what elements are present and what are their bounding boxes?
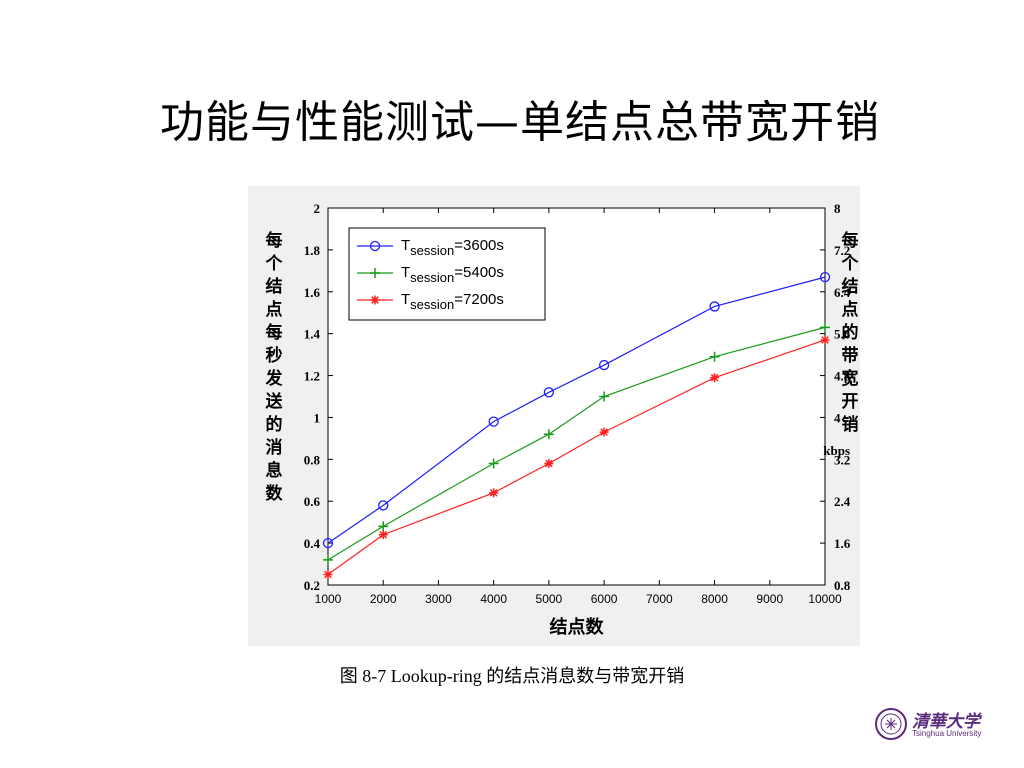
legend-label-main: T [401,237,410,254]
x-axis-label: 结点数 [550,616,605,638]
legend-label-main: T [401,264,410,281]
y2-axis-label-char: 个 [841,253,860,274]
y2-tick-label: 4 [834,410,841,425]
data-point-plus [820,322,830,333]
y-axis-label-char: 息 [266,460,283,481]
y-axis-label-char: 送 [266,391,284,412]
y2-tick-label: 8 [834,201,841,216]
y2-tick-label: 7.2 [834,243,850,258]
y-tick-label: 1.6 [304,285,321,300]
legend-label-sub: session [410,270,454,285]
data-point-star [323,570,333,580]
legend-label-sub: session [410,243,454,258]
x-tick-label: 10000 [808,592,842,606]
seal-icon [875,708,907,740]
slide-title: 功能与性能测试—单结点总带宽开销 [160,97,880,148]
data-point-circle [322,537,334,549]
y2-axis-label-char: 宽 [842,368,859,389]
x-tick-label: 4000 [480,592,507,606]
logo-subtext: Tsinghua University [912,729,982,738]
y2-tick-label: 5.6 [834,327,851,342]
data-point-star [820,335,830,345]
figure-caption: 图 8-7 Lookup-ring 的结点消息数与带宽开销 [339,666,685,686]
y2-axis-label-char: 的 [842,322,859,343]
data-point-plus [709,351,720,362]
data-point-circle [598,359,610,371]
y2-axis-label-char: 每 [842,230,859,251]
legend-box [348,227,546,321]
y-tick-label: 0.6 [304,494,321,509]
y-tick-label: 0.2 [304,578,320,593]
series-line-1 [327,276,826,544]
data-point-plus [599,391,610,402]
line-chart: 1000 2000 3000 4000 5000 6000 7000 8000 9000 1000… [265,201,860,638]
x-tick-label: 1000 [315,592,342,606]
data-point-circle [819,271,831,283]
data-point-circle [709,301,720,312]
y-tick-label: 2 [314,201,321,216]
data-point-plus [323,554,333,565]
data-point-star [599,427,609,437]
y-axis-label-char: 每 [266,322,283,343]
x-tick-label: 8000 [701,592,728,606]
x-tick-label: 9000 [756,592,783,606]
legend-label-value: =3600s [454,237,504,254]
y-axis-label-char: 的 [266,414,283,435]
data-point-plus [543,429,554,440]
x-tick-label: 2000 [370,592,397,606]
data-point-star [489,488,499,498]
y2-tick-label: 2.4 [834,494,851,509]
y-tick-label: 1.8 [304,243,321,258]
data-point-circle [369,240,381,252]
data-point-plus [378,521,389,532]
y-tick-label: 0.4 [304,536,321,551]
x-tick-label: 6000 [591,592,618,606]
y-axis-label-char: 每 [266,230,283,251]
y-axis-label-char: 点 [266,299,283,320]
x-tick-label: 3000 [425,592,452,606]
data-point-star [710,373,720,383]
university-logo: 清華大学 Tsinghua University [872,703,992,747]
y-tick-label: 1 [314,410,321,425]
legend-label: Tsession=5400s [401,264,504,285]
data-point-circle [378,500,389,511]
legend-label: Tsession=3600s [401,237,504,258]
y2-axis-label-char: 带 [842,345,859,366]
y-axis-label-char: 个 [265,253,284,274]
y-axis-label-char: 发 [265,368,284,389]
data-point-plus [488,458,499,469]
y2-axis-label-char: 结 [842,276,859,297]
figure-panel: 1000 2000 3000 4000 5000 6000 7000 8000 9000 1000… [248,186,860,646]
y2-tick-label: 4.8 [834,369,851,384]
y2-tick-label: 6.4 [834,285,851,300]
data-point-star [370,295,380,305]
data-point-circle [543,387,555,398]
data-point-star [378,530,388,540]
logo-text: 清華大学 [912,712,980,732]
y2-tick-label: 0.8 [834,578,851,593]
y-axis-label-char: 消 [266,437,283,458]
legend-label-value: =5400s [454,264,504,281]
legend-label: Tsession=7200s [401,291,504,312]
y2-tick-label: 1.6 [834,536,851,551]
y-tick-label: 0.8 [304,452,321,467]
data-point-plus [370,268,380,278]
y-axis-label-char: 数 [266,483,284,504]
y2-axis-label-char: 点 [842,299,859,320]
y-tick-label: 1.2 [304,369,320,384]
y2-axis-unit: kbps [823,443,850,458]
data-point-star [544,459,554,469]
y2-axis-label-char: 开 [842,392,859,412]
y2-tick-label: 3.2 [834,452,850,467]
y-tick-label: 1.4 [304,327,321,342]
data-point-circle [488,416,499,427]
y-axis-label-char: 结 [266,276,283,297]
y-axis-label-char: 秒 [266,345,283,366]
legend-label-main: T [401,291,410,308]
x-tick-label: 7000 [646,592,673,606]
x-tick-label: 5000 [536,592,563,606]
y2-axis-label-char: 销 [842,414,859,435]
legend-label-value: =7200s [454,291,504,308]
legend-label-sub: session [410,297,454,312]
